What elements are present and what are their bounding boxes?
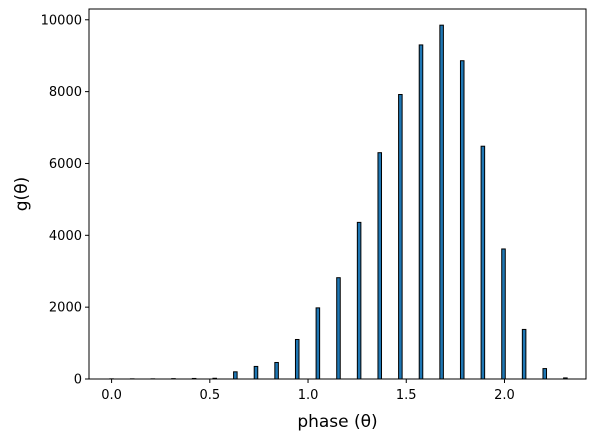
- x-tick-label: 2.0: [494, 388, 515, 403]
- histogram-bar: [377, 152, 383, 380]
- y-tick-label: 10000: [41, 13, 82, 28]
- y-axis-label: g(θ): [12, 177, 32, 211]
- histogram-bar: [501, 248, 506, 380]
- histogram-bar: [294, 338, 300, 380]
- bars-group: [109, 24, 568, 380]
- x-ticks: 0.0 0.5 1.0 1.5 2.0: [101, 379, 515, 403]
- histogram-bar: [336, 277, 341, 380]
- histogram-bar: [459, 60, 465, 380]
- histogram-bar: [398, 94, 403, 380]
- histogram-bar: [521, 328, 527, 380]
- x-tick-label: 0.0: [101, 388, 122, 403]
- histogram-bar: [418, 44, 424, 380]
- y-tick-label: 6000: [49, 157, 82, 172]
- x-tick-label: 0.5: [199, 388, 220, 403]
- y-tick-label: 8000: [49, 85, 82, 100]
- y-tick-label: 2000: [49, 301, 82, 316]
- histogram-bar: [274, 361, 279, 380]
- histogram-bar: [542, 368, 548, 380]
- y-tick-label: 4000: [49, 229, 82, 244]
- histogram-bar: [233, 371, 238, 380]
- plot-frame: [88, 8, 587, 380]
- histogram-bar: [315, 307, 321, 380]
- y-ticks: 0 2000 4000 6000 8000 10000: [41, 13, 89, 388]
- histogram-bar: [253, 365, 259, 380]
- histogram-bar: [480, 145, 486, 380]
- x-tick-label: 1.5: [396, 388, 417, 403]
- histogram-bar: [439, 24, 444, 380]
- histogram-bar: [356, 221, 362, 380]
- x-axis-label: phase (θ): [297, 412, 377, 432]
- y-tick-label: 0: [74, 373, 82, 388]
- x-tick-label: 1.0: [298, 388, 319, 403]
